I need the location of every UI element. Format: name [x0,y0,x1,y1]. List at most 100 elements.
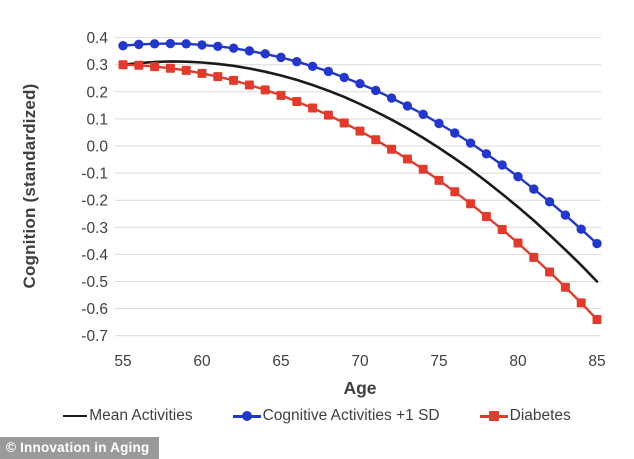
legend-label-cognitive-activities: Cognitive Activities +1 SD [262,407,440,424]
data-point-square [134,60,144,70]
legend-item-diabetes: Diabetes [479,407,571,425]
y-tick-label: 0.0 [86,139,108,156]
data-point-square [118,60,128,70]
data-point-circle [544,197,555,207]
y-tick-label: -0.5 [81,274,108,291]
data-point-circle [434,118,444,129]
data-point-square [197,68,207,78]
data-point-square [323,110,333,120]
data-point-square [434,175,444,185]
data-point-circle [228,43,239,53]
x-tick-label: 65 [272,353,289,370]
data-point-circle [307,61,318,72]
diabetes-marker-swatch [479,411,508,421]
data-point-square [165,63,175,73]
series-cognitive-activities-1-sd [118,38,602,249]
data-point-circle [371,85,381,96]
data-point-circle [197,40,207,50]
data-point-circle [276,52,286,63]
data-point-circle [134,39,144,50]
data-point-square [150,62,160,72]
data-point-circle [576,224,586,234]
cognition-chart: 0.4 0.3 0.2 0.1 0.0 -0.1 -0.2 -0.3 -0.4 -0.5 -0.6 -… [81,30,605,370]
x-tick-label: 70 [351,353,369,370]
data-point-circle [560,210,571,220]
x-tick-label: 80 [509,353,527,370]
data-point-square [466,199,476,209]
data-point-square [592,314,602,324]
blue-circle-marker-icon [241,411,252,421]
data-point-square [371,135,381,145]
data-point-square [292,97,302,107]
data-point-circle [465,138,476,148]
x-tick-label: 55 [114,353,131,370]
data-point-square [339,118,349,128]
chart-legend: Mean Activities Cognitive Activities +1 … [0,407,634,425]
legend-label-mean-activities: Mean Activities [89,407,193,424]
y-tick-label: -0.3 [81,220,108,237]
data-point-circle [118,41,128,51]
x-tick-label: 60 [193,353,211,370]
data-point-square [308,103,318,113]
data-point-circle [450,128,460,138]
data-point-circle [292,57,302,67]
data-point-circle [260,49,270,59]
data-point-square [545,267,555,277]
mean-activities-line-swatch [63,414,88,418]
y-tick-label: -0.6 [81,301,108,318]
watermark: © Innovation in Aging [0,437,160,459]
y-tick-label: 0.3 [86,57,108,74]
y-axis-tick-labels: 0.4 0.3 0.2 0.1 0.0 -0.1 -0.2 -0.3 -0.4 -0.5 -0.6 -… [81,30,108,345]
data-point-circle [386,93,397,103]
data-point-circle [481,149,492,159]
data-point-square [260,85,270,95]
series-diabetes [118,60,602,324]
data-point-square [244,80,254,90]
y-tick-label: 0.1 [86,111,108,128]
x-axis-title: Age [343,378,377,398]
data-point-square [402,154,412,164]
data-point-square [576,298,586,308]
data-point-square [481,211,491,221]
x-tick-label: 75 [430,353,447,370]
data-point-square [450,187,460,197]
data-point-circle [339,72,349,83]
data-point-circle [149,39,160,49]
data-point-square [560,282,570,292]
data-point-circle [323,66,334,77]
legend-label-diabetes: Diabetes [509,407,571,424]
y-tick-label: -0.7 [81,328,108,345]
data-point-circle [181,39,191,49]
data-point-circle [355,78,365,89]
y-tick-label: -0.1 [81,166,108,183]
gridlines [115,37,601,337]
data-point-square [387,144,397,154]
y-axis-title: Cognition (standardized) [20,83,39,289]
data-point-square [181,65,191,75]
legend-item-mean-activities: Mean Activities [63,407,193,425]
cognitive-activities-marker-swatch [232,411,261,421]
y-tick-label: -0.2 [81,193,108,210]
data-point-circle [402,101,413,111]
y-tick-label: 0.4 [86,30,108,47]
x-tick-label: 85 [588,353,605,370]
data-point-circle [244,46,255,56]
data-point-square [355,126,365,136]
x-axis-tick-labels: 55 60 65 70 75 80 85 [114,353,605,370]
data-point-circle [418,109,428,119]
red-square-marker-icon [488,411,499,421]
legend-item-cognitive-activities: Cognitive Activities +1 SD [232,407,440,425]
data-point-square [276,90,286,100]
data-point-square [497,224,507,234]
data-point-square [229,75,239,85]
data-point-square [513,238,523,248]
y-tick-label: -0.4 [81,247,108,264]
y-tick-label: 0.2 [86,84,108,101]
data-point-circle [497,160,507,170]
data-point-circle [165,38,176,49]
series-mean-activities [121,60,599,283]
data-point-square [529,252,539,262]
data-point-circle [592,238,602,249]
data-point-square [418,164,428,174]
data-point-circle [513,171,523,182]
